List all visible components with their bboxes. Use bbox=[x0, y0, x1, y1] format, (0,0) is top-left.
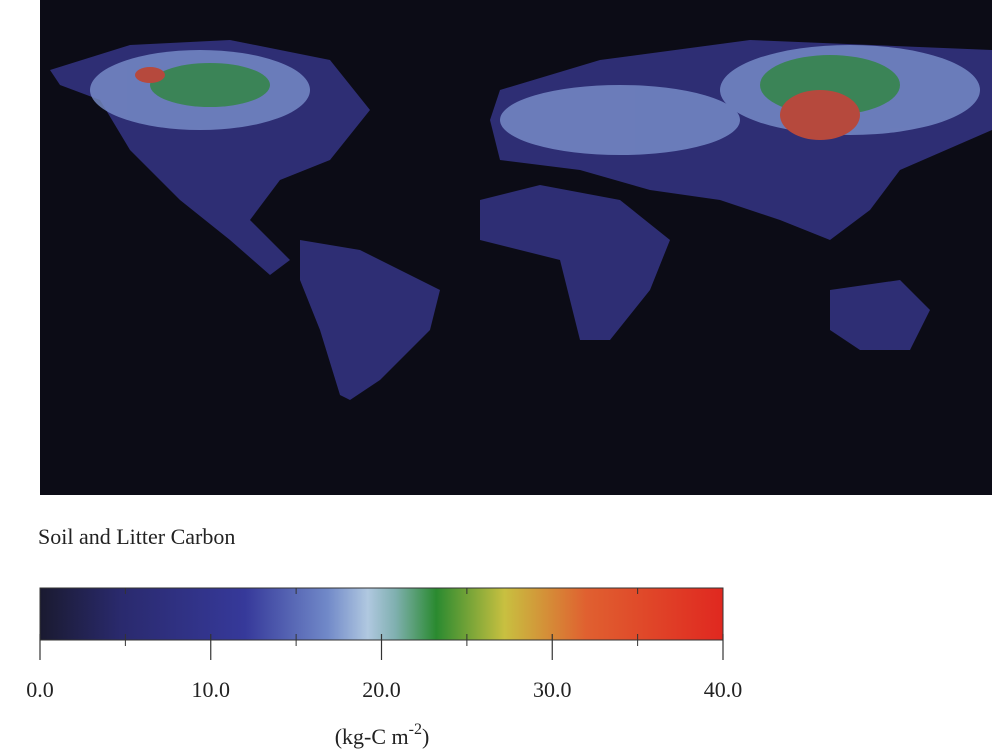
tick-label: 20.0 bbox=[362, 677, 401, 702]
page: Soil and Litter Carbon 0.0 10.0 20.0 30.0 40… bbox=[0, 0, 992, 756]
map-title: Soil and Litter Carbon bbox=[38, 524, 235, 549]
unit-close: ) bbox=[422, 724, 429, 749]
tick-label: 0.0 bbox=[26, 677, 54, 702]
tick-label: 30.0 bbox=[533, 677, 572, 702]
world-map bbox=[40, 0, 992, 495]
tick-label: 10.0 bbox=[192, 677, 231, 702]
unit-label: (kg-C m-2) bbox=[335, 721, 430, 749]
unit-text: (kg-C m bbox=[335, 724, 409, 749]
unit-exponent: -2 bbox=[409, 721, 422, 738]
colorbar bbox=[40, 588, 723, 640]
tick-label: 40.0 bbox=[704, 677, 743, 702]
